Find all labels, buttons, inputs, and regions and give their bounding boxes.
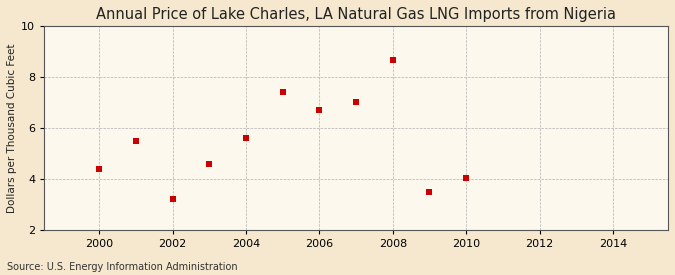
Text: Source: U.S. Energy Information Administration: Source: U.S. Energy Information Administ… — [7, 262, 238, 272]
Point — [424, 189, 435, 194]
Point — [130, 138, 141, 143]
Point — [240, 136, 251, 140]
Point — [204, 161, 215, 166]
Point — [277, 90, 288, 94]
Title: Annual Price of Lake Charles, LA Natural Gas LNG Imports from Nigeria: Annual Price of Lake Charles, LA Natural… — [96, 7, 616, 22]
Point — [461, 175, 472, 180]
Point — [387, 58, 398, 62]
Y-axis label: Dollars per Thousand Cubic Feet: Dollars per Thousand Cubic Feet — [7, 43, 17, 213]
Point — [167, 197, 178, 201]
Point — [351, 100, 362, 104]
Point — [94, 166, 105, 171]
Point — [314, 108, 325, 112]
